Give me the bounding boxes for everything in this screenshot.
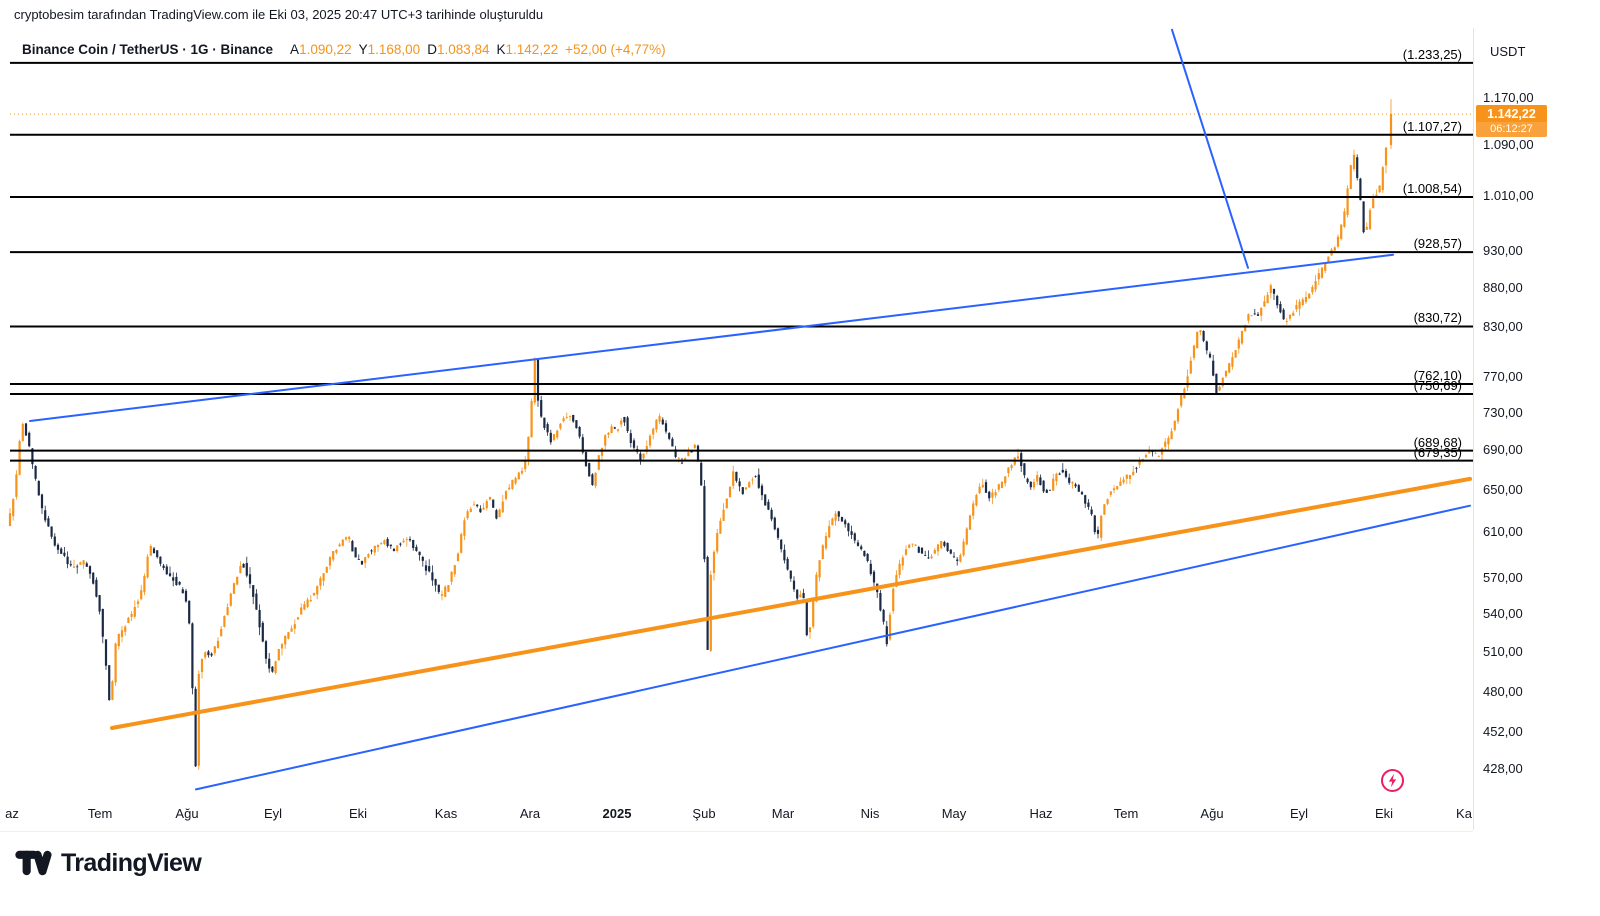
- trendline-lower-channel[interactable]: [195, 504, 1471, 791]
- level-label: (1.107,27): [1402, 118, 1462, 134]
- time-axis-label: Ağu: [175, 806, 199, 821]
- price-axis-label: 570,00: [1483, 569, 1523, 585]
- tradingview-logo[interactable]: TradingView: [14, 848, 202, 878]
- time-axis-label: Ağu: [1200, 806, 1224, 821]
- level-label: (928,57): [1413, 236, 1462, 252]
- price-axis-label: 480,00: [1483, 684, 1523, 700]
- time-axis-label: Tem: [87, 806, 113, 821]
- price-axis-label: 880,00: [1483, 280, 1523, 295]
- last-price-badge[interactable]: 1.142,22 06:12:27: [1476, 105, 1547, 138]
- flash-icon[interactable]: [1379, 767, 1406, 794]
- time-axis-label: Kas: [434, 806, 458, 821]
- price-axis-label: 930,00: [1483, 243, 1523, 259]
- time-axis-border: [0, 831, 1473, 832]
- level-label: (1.008,54): [1402, 181, 1462, 197]
- price-axis-label: 452,00: [1483, 724, 1523, 740]
- level-label: (679,35): [1413, 444, 1462, 460]
- level-label: (1.233,25): [1402, 46, 1462, 62]
- time-axis-label: Eyl: [263, 806, 283, 821]
- ohlc-field-label: Y: [358, 42, 368, 57]
- time-axis-label: Haz: [1029, 806, 1053, 821]
- price-axis-label: 428,00: [1483, 760, 1523, 776]
- time-axis-label: Eki: [348, 806, 368, 821]
- time-axis-label: Tem: [1113, 806, 1139, 821]
- level-label: (830,72): [1413, 310, 1462, 326]
- price-axis-label: 1.170,00: [1483, 90, 1534, 105]
- ohlc-field-value: 1.168,00: [367, 42, 421, 57]
- currency-label: USDT: [1490, 44, 1526, 59]
- time-axis-label: Mar: [771, 806, 795, 821]
- time-axis-label: Nis: [860, 806, 880, 821]
- trendline-upper-channel[interactable]: [29, 253, 1394, 422]
- ohlc-field-label: A: [290, 42, 300, 57]
- trendline-steep-descending[interactable]: [1171, 28, 1249, 269]
- level-label: (689,68): [1413, 434, 1462, 450]
- time-axis-label: az: [5, 806, 19, 821]
- ohlc-field-value: 1.090,22: [299, 42, 352, 57]
- time-axis-label: Ara: [519, 806, 541, 821]
- candles-layer: [8, 99, 1393, 770]
- time-axis[interactable]: az Tem Ağu Eyl Eki Kas Ara 2025 Şub Mar Nis May Haz T…: [0, 806, 1473, 830]
- price-axis-label: 770,00: [1483, 369, 1523, 385]
- price-axis-label: 1.010,00: [1483, 188, 1534, 204]
- tradingview-wordmark: TradingView: [61, 848, 202, 877]
- time-axis-label: May: [941, 806, 967, 821]
- time-axis-label: 2025: [602, 806, 632, 821]
- attribution-text: cryptobesim tarafından TradingView.com i…: [14, 7, 544, 22]
- time-axis-label: Şub: [692, 806, 716, 821]
- change-value: +52,00 (+4,77%): [565, 42, 666, 57]
- price-axis-label: 650,00: [1483, 482, 1523, 498]
- ohlc-values: A1.090,22 Y1.168,00 D1.083,84 K1.142,22: [283, 42, 558, 57]
- symbol-title: Binance Coin / TetherUS · 1G · Binance: [22, 42, 274, 57]
- tradingview-mark-icon: [15, 850, 52, 876]
- price-axis-label: 730,00: [1483, 404, 1523, 420]
- time-axis-label: Ka: [1456, 806, 1472, 821]
- price-axis-label: 510,00: [1483, 643, 1523, 659]
- ohlc-field-value: 1.083,84: [436, 42, 490, 57]
- price-axis-label: 1.090,00: [1483, 137, 1534, 153]
- trendline-orange-support[interactable]: [110, 476, 1472, 731]
- price-axis-label: 610,00: [1483, 524, 1523, 540]
- price-axis-label: 830,00: [1483, 319, 1523, 335]
- bar-countdown: 06:12:27: [1476, 122, 1547, 138]
- price-axis-label: 690,00: [1483, 442, 1523, 458]
- time-axis-label: Eki: [1374, 806, 1394, 821]
- level-label: (750,69): [1413, 378, 1462, 394]
- price-axis-label: 540,00: [1483, 605, 1523, 621]
- chart-legend: Binance Coin / TetherUS · 1G · Binance A1…: [22, 42, 666, 57]
- ohlc-field-label: D: [427, 42, 437, 57]
- last-price-value: 1.142,22: [1476, 105, 1547, 123]
- price-axis-border: [1473, 28, 1474, 830]
- time-axis-label: Eyl: [1289, 806, 1309, 821]
- ohlc-field-value: 1.142,22: [505, 42, 559, 57]
- level-label: (762,10): [1413, 367, 1462, 383]
- ohlc-field-label: K: [496, 42, 506, 57]
